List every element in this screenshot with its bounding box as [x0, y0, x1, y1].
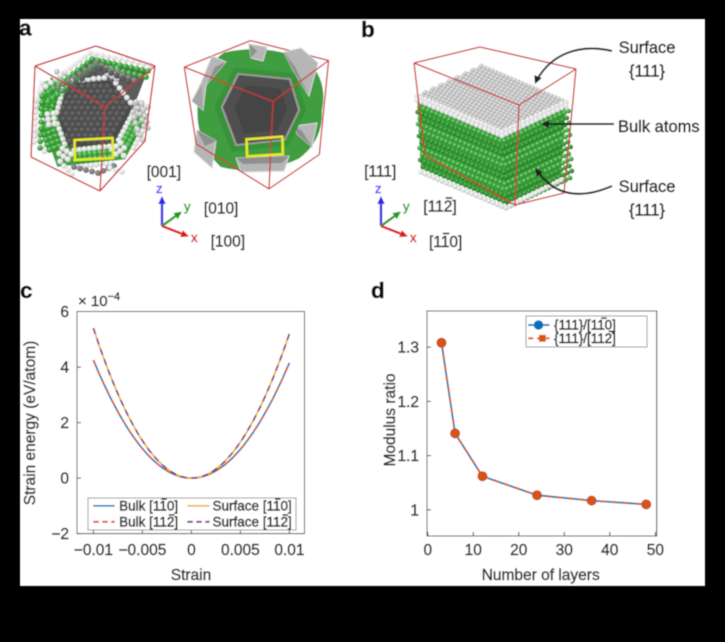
svg-text:y: y	[184, 199, 191, 214]
svg-text:1.3: 1.3	[397, 340, 419, 357]
svg-text:Surface: Surface	[619, 178, 676, 196]
svg-text:−0.01: −0.01	[74, 542, 113, 559]
svg-text:Strain: Strain	[171, 567, 212, 584]
svg-text:4: 4	[60, 360, 69, 377]
svg-text:0.01: 0.01	[274, 542, 304, 559]
svg-text:[100]: [100]	[211, 234, 245, 251]
svg-text:1: 1	[410, 502, 419, 519]
svg-text:{111}/[112]: {111}/[112]	[554, 331, 616, 346]
svg-text:2: 2	[60, 415, 69, 432]
svg-text:40: 40	[601, 542, 619, 559]
svg-text:20: 20	[510, 542, 528, 559]
svg-text:y: y	[403, 199, 410, 214]
svg-text:z: z	[375, 181, 382, 196]
svg-text:Surface [112]: Surface [112]	[213, 515, 292, 530]
svg-text:[112]: [112]	[423, 199, 456, 216]
svg-text:d: d	[371, 278, 385, 303]
svg-text:[001]: [001]	[147, 164, 181, 181]
svg-text:0: 0	[60, 471, 69, 488]
svg-text:a: a	[19, 16, 32, 41]
svg-text:−2: −2	[51, 526, 69, 543]
svg-text:x: x	[410, 230, 417, 245]
svg-text:{111}: {111}	[629, 63, 666, 81]
svg-text:Bulk atoms: Bulk atoms	[618, 118, 700, 136]
svg-text:Number of layers: Number of layers	[482, 567, 600, 584]
svg-text:Bulk [110]: Bulk [110]	[119, 499, 178, 514]
svg-text:−0.005: −0.005	[118, 542, 166, 559]
svg-text:[110]: [110]	[429, 234, 462, 251]
svg-text:30: 30	[556, 542, 574, 559]
svg-text:50: 50	[647, 542, 665, 559]
svg-text:[010]: [010]	[204, 201, 238, 218]
svg-text:0: 0	[423, 542, 432, 559]
svg-text:b: b	[361, 17, 375, 42]
svg-text:Modulus ratio: Modulus ratio	[382, 373, 399, 466]
svg-text:x: x	[191, 230, 198, 245]
svg-text:Surface [110]: Surface [110]	[213, 499, 292, 514]
svg-text:Surface: Surface	[619, 39, 676, 57]
svg-text:Bulk [112]: Bulk [112]	[119, 515, 178, 530]
svg-text:10: 10	[465, 542, 483, 559]
svg-text:0.005: 0.005	[221, 542, 260, 559]
svg-text:1.1: 1.1	[397, 448, 419, 465]
svg-text:c: c	[20, 278, 33, 303]
svg-text:6: 6	[60, 304, 69, 321]
svg-text:1.2: 1.2	[397, 394, 419, 411]
svg-text:[111]: [111]	[364, 164, 396, 181]
svg-text:{111}/[110]: {111}/[110]	[554, 318, 616, 333]
svg-text:0: 0	[187, 542, 196, 559]
svg-text:z: z	[156, 181, 163, 196]
svg-text:{111}: {111}	[629, 202, 666, 220]
svg-text:Strain energy (eV/atom): Strain energy (eV/atom)	[22, 341, 39, 506]
